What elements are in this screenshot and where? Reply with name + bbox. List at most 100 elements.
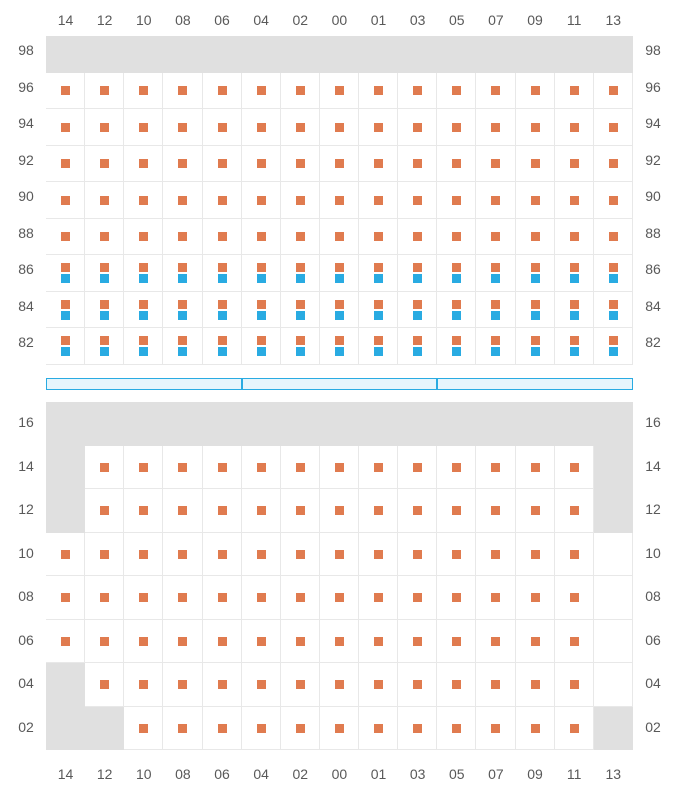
seat-marker[interactable] xyxy=(335,724,344,733)
seat-marker[interactable] xyxy=(374,336,383,345)
seat-marker[interactable] xyxy=(178,159,187,168)
seat-marker[interactable] xyxy=(452,300,461,309)
seat-marker[interactable] xyxy=(296,593,305,602)
seat-marker[interactable] xyxy=(531,311,540,320)
seat-marker[interactable] xyxy=(452,347,461,356)
seat-marker[interactable] xyxy=(218,196,227,205)
seat-marker[interactable] xyxy=(374,724,383,733)
seat-marker[interactable] xyxy=(413,196,422,205)
seat-marker[interactable] xyxy=(100,232,109,241)
seat-marker[interactable] xyxy=(374,550,383,559)
seat-marker[interactable] xyxy=(531,274,540,283)
seat-marker[interactable] xyxy=(491,263,500,272)
seat-marker[interactable] xyxy=(296,274,305,283)
seat-marker[interactable] xyxy=(491,463,500,472)
seat-marker[interactable] xyxy=(531,263,540,272)
seat-marker[interactable] xyxy=(335,274,344,283)
seat-marker[interactable] xyxy=(491,637,500,646)
seat-marker[interactable] xyxy=(452,232,461,241)
seat-marker[interactable] xyxy=(452,336,461,345)
seat-marker[interactable] xyxy=(257,724,266,733)
seat-marker[interactable] xyxy=(452,506,461,515)
seat-marker[interactable] xyxy=(609,274,618,283)
seat-marker[interactable] xyxy=(413,463,422,472)
seat-marker[interactable] xyxy=(61,232,70,241)
seat-marker[interactable] xyxy=(139,274,148,283)
seat-marker[interactable] xyxy=(296,263,305,272)
seat-marker[interactable] xyxy=(335,311,344,320)
seat-marker[interactable] xyxy=(570,680,579,689)
seat-marker[interactable] xyxy=(296,196,305,205)
seat-marker[interactable] xyxy=(257,232,266,241)
seat-marker[interactable] xyxy=(452,123,461,132)
seat-marker[interactable] xyxy=(178,123,187,132)
seat-marker[interactable] xyxy=(296,336,305,345)
seat-marker[interactable] xyxy=(570,300,579,309)
seat-marker[interactable] xyxy=(257,637,266,646)
seat-marker[interactable] xyxy=(413,506,422,515)
seat-marker[interactable] xyxy=(296,463,305,472)
seat-marker[interactable] xyxy=(452,637,461,646)
seat-marker[interactable] xyxy=(296,300,305,309)
seat-marker[interactable] xyxy=(335,159,344,168)
seat-marker[interactable] xyxy=(296,347,305,356)
seat-marker[interactable] xyxy=(178,311,187,320)
seat-marker[interactable] xyxy=(139,311,148,320)
seat-marker[interactable] xyxy=(61,593,70,602)
seat-marker[interactable] xyxy=(218,300,227,309)
seat-marker[interactable] xyxy=(491,336,500,345)
seat-marker[interactable] xyxy=(178,274,187,283)
seat-marker[interactable] xyxy=(178,680,187,689)
seat-marker[interactable] xyxy=(218,274,227,283)
seat-marker[interactable] xyxy=(178,724,187,733)
seat-marker[interactable] xyxy=(491,196,500,205)
seat-marker[interactable] xyxy=(570,159,579,168)
seat-marker[interactable] xyxy=(61,347,70,356)
seat-marker[interactable] xyxy=(609,347,618,356)
seat-marker[interactable] xyxy=(413,311,422,320)
seat-marker[interactable] xyxy=(570,506,579,515)
seat-marker[interactable] xyxy=(374,86,383,95)
seat-marker[interactable] xyxy=(139,86,148,95)
seat-marker[interactable] xyxy=(257,274,266,283)
seat-marker[interactable] xyxy=(570,274,579,283)
seat-marker[interactable] xyxy=(100,274,109,283)
seat-marker[interactable] xyxy=(531,300,540,309)
seat-marker[interactable] xyxy=(296,86,305,95)
seat-marker[interactable] xyxy=(570,196,579,205)
seat-marker[interactable] xyxy=(413,680,422,689)
seat-marker[interactable] xyxy=(452,463,461,472)
seat-marker[interactable] xyxy=(413,336,422,345)
seat-marker[interactable] xyxy=(374,637,383,646)
seat-marker[interactable] xyxy=(257,86,266,95)
seat-marker[interactable] xyxy=(413,300,422,309)
seat-marker[interactable] xyxy=(413,550,422,559)
seat-marker[interactable] xyxy=(452,311,461,320)
seat-marker[interactable] xyxy=(609,300,618,309)
seat-marker[interactable] xyxy=(413,593,422,602)
seat-marker[interactable] xyxy=(139,159,148,168)
seat-marker[interactable] xyxy=(218,159,227,168)
seat-marker[interactable] xyxy=(531,336,540,345)
seat-marker[interactable] xyxy=(61,274,70,283)
seat-marker[interactable] xyxy=(61,336,70,345)
seat-marker[interactable] xyxy=(531,196,540,205)
seat-marker[interactable] xyxy=(374,347,383,356)
seat-marker[interactable] xyxy=(139,196,148,205)
seat-marker[interactable] xyxy=(218,311,227,320)
seat-marker[interactable] xyxy=(531,463,540,472)
seat-marker[interactable] xyxy=(570,263,579,272)
seat-marker[interactable] xyxy=(609,159,618,168)
seat-marker[interactable] xyxy=(491,347,500,356)
seat-marker[interactable] xyxy=(491,506,500,515)
seat-marker[interactable] xyxy=(218,593,227,602)
seat-marker[interactable] xyxy=(257,159,266,168)
seat-marker[interactable] xyxy=(178,232,187,241)
seat-marker[interactable] xyxy=(257,300,266,309)
seat-marker[interactable] xyxy=(100,311,109,320)
seat-marker[interactable] xyxy=(218,680,227,689)
seat-marker[interactable] xyxy=(178,550,187,559)
seat-marker[interactable] xyxy=(609,311,618,320)
seat-marker[interactable] xyxy=(257,506,266,515)
seat-marker[interactable] xyxy=(257,463,266,472)
